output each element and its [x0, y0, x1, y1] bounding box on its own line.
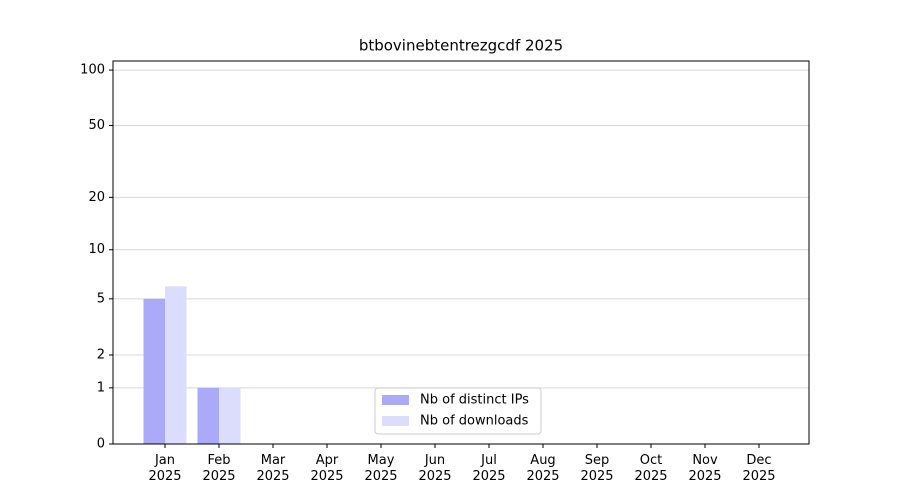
y-tick-label: 20 [88, 190, 105, 205]
legend-label: Nb of distinct IPs [420, 393, 529, 408]
y-tick-label: 2 [97, 347, 105, 362]
x-tick-label: Oct 2025 [634, 453, 668, 484]
x-tick-label: Mar 2025 [256, 453, 290, 484]
y-tick-label: 1 [97, 380, 105, 395]
bar [165, 286, 187, 444]
chart-title: btbovinebtentrezgcdf 2025 [359, 37, 563, 55]
legend-label: Nb of downloads [420, 414, 529, 429]
x-tick-label: Feb 2025 [202, 453, 236, 484]
x-tick-label: May 2025 [364, 453, 398, 484]
bar [197, 387, 219, 444]
legend-swatch [382, 395, 409, 405]
plot-frame [112, 60, 810, 445]
y-tick-label: 0 [97, 437, 105, 452]
y-tick-label: 10 [88, 242, 105, 257]
legend-swatch [382, 416, 409, 426]
y-tick-label: 50 [88, 118, 105, 133]
y-tick-label: 100 [80, 63, 105, 78]
legend-box [374, 387, 542, 435]
x-tick-label: Nov 2025 [688, 453, 722, 484]
x-tick-label: Jun 2025 [418, 453, 452, 484]
x-tick-label: Jan 2025 [148, 453, 182, 484]
x-tick-label: Aug 2025 [526, 453, 560, 484]
x-tick-label: Apr 2025 [310, 453, 344, 484]
x-tick-label: Dec 2025 [742, 453, 776, 484]
bar [143, 298, 165, 444]
bar [219, 387, 241, 444]
x-tick-label: Jul 2025 [472, 453, 506, 484]
y-tick-label: 5 [97, 291, 105, 306]
x-tick-label: Sep 2025 [580, 453, 614, 484]
